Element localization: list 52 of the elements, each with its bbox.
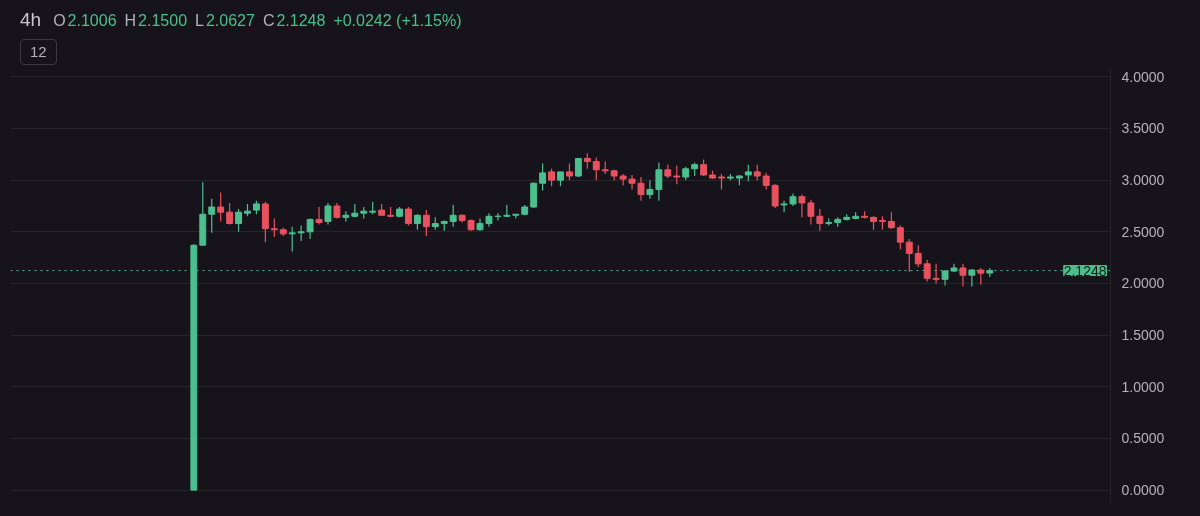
candlestick: [628, 174, 636, 191]
candlestick: [807, 199, 815, 226]
text: C: [262, 12, 275, 29]
candlestick: [673, 165, 681, 185]
candlestick: [780, 200, 788, 213]
candlestick: [771, 183, 779, 209]
candlestick: [226, 202, 234, 226]
y-tick-label: 1.5000: [1121, 327, 1165, 344]
candlestick: [405, 206, 412, 227]
candlestick: [539, 163, 547, 192]
candlestick: [592, 156, 600, 181]
text: 12: [20, 39, 57, 65]
candlestick: [422, 209, 430, 237]
candlestick: [637, 176, 645, 202]
y-tick-label: 0.5000: [1121, 430, 1165, 447]
text: 2.1500: [138, 12, 188, 29]
y-tick-label: 1.0000: [1121, 378, 1165, 395]
candlestick: [905, 238, 913, 273]
candlestick: [968, 268, 976, 288]
text: O: [53, 12, 66, 29]
y-tick-label: 2.0000: [1121, 275, 1165, 292]
y-tick-label: 2.5000: [1121, 223, 1165, 240]
text: H: [124, 12, 137, 29]
candlestick: [306, 217, 314, 240]
candlestick: [959, 263, 967, 288]
y-tick-label: 3.5000: [1121, 120, 1165, 137]
candlestick: [324, 202, 332, 226]
candlestick: [208, 198, 216, 234]
candlestick: [923, 259, 931, 282]
y-tick-label: 3.0000: [1121, 172, 1165, 189]
ref-line-label: 2.1248: [1063, 262, 1107, 279]
candlestick: [342, 210, 350, 223]
candlestick: [217, 191, 225, 223]
text: 2.1248: [276, 12, 326, 29]
candlestick: [270, 217, 278, 238]
text: 2.1006: [67, 12, 117, 29]
candlestick: [449, 204, 457, 228]
candlestick: [932, 263, 940, 285]
candlestick: [530, 181, 538, 209]
candlestick: [288, 226, 296, 253]
text: 2.0627: [205, 12, 255, 29]
candlestick: [816, 208, 824, 232]
candlestick: [914, 244, 922, 268]
text: L: [195, 12, 204, 29]
y-tick-label: 4.0000: [1121, 68, 1165, 85]
text: +0.0242 (+1.15%): [333, 12, 462, 29]
candlestick: [315, 206, 323, 226]
chart-title: 4h: [20, 9, 42, 30]
y-tick-label: 0.0000: [1121, 482, 1165, 499]
candlestick: [235, 208, 242, 233]
candlestick: [896, 225, 904, 250]
candlestick: [798, 194, 806, 218]
